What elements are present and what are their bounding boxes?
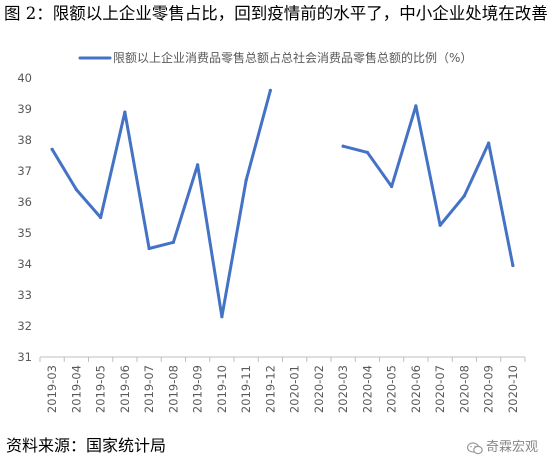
legend-label: 限额以上企业消费品零售总额占总社会消费品零售总额的比例（%） [113,50,472,65]
x-tick-label: 2019-03 [45,365,59,413]
data-point [390,184,394,189]
data-point [511,263,515,268]
x-tick-label: 2020-02 [312,365,326,413]
x-tick-label: 2020-08 [457,365,471,413]
y-tick-label: 31 [17,350,32,364]
data-point [74,188,78,192]
x-tick-label: 2019-12 [263,365,277,413]
x-tick-label: 2020-01 [288,365,302,413]
x-tick-label: 2020-07 [433,365,447,413]
wechat-icon [466,441,483,454]
x-tick-label: 2020-09 [482,365,496,413]
x-tick-label: 2019-10 [215,365,229,413]
data-point [438,223,442,227]
data-point [365,150,369,154]
figure-source: 资料来源：国家统计局 [6,436,167,455]
x-axis: 2019-03 2019-04 2019-05 2019-06 2019-07 2019-… [39,357,526,413]
x-tick-label: 2020-06 [409,365,423,413]
y-tick-label: 32 [17,319,32,333]
data-point [147,246,151,251]
x-tick-label: 2019-07 [142,365,156,413]
x-tick-label: 2019-05 [94,365,108,413]
data-point [196,163,200,167]
y-tick-label: 35 [17,226,32,240]
data-point [462,194,466,198]
legend: 限额以上企业消费品零售总额占总社会消费品零售总额的比例（%） [78,50,472,65]
data-point [268,88,272,92]
y-tick-label: 36 [17,195,32,209]
data-point [50,147,54,151]
data-point [341,144,345,148]
x-tick-label: 2019-08 [166,365,180,413]
x-tick-label: 2020-10 [506,365,520,413]
data-point [220,315,224,319]
x-tick-label: 2019-06 [118,365,132,413]
series-points [50,88,515,319]
data-point [123,110,127,114]
y-axis: 31 32 33 34 35 36 37 38 39 40 [17,71,32,364]
figure-title: 图 2：限额以上企业零售占比，回到疫情前的水平了，中小企业处境在改善 [4,4,548,23]
x-tick-label: 2019-11 [239,365,253,413]
data-point [487,141,491,145]
y-tick-label: 40 [17,71,32,85]
data-point [99,215,103,220]
x-tick-label: 2020-03 [336,365,350,413]
x-tick-label: 2020-04 [360,365,374,413]
x-tick-label: 2019-04 [69,365,83,413]
watermark: 奇霖宏观 [466,440,538,456]
data-point [414,104,418,108]
y-tick-label: 39 [17,102,32,116]
data-point [171,240,175,244]
y-tick-label: 34 [17,257,32,271]
y-tick-label: 38 [17,133,32,147]
series-line [50,88,515,319]
y-tick-label: 37 [17,164,32,178]
data-point [244,178,248,182]
y-tick-label: 33 [17,288,32,302]
x-tick-label: 2020-05 [385,365,399,413]
watermark-text: 奇霖宏观 [485,440,538,455]
x-tick-label: 2019-09 [191,365,205,413]
